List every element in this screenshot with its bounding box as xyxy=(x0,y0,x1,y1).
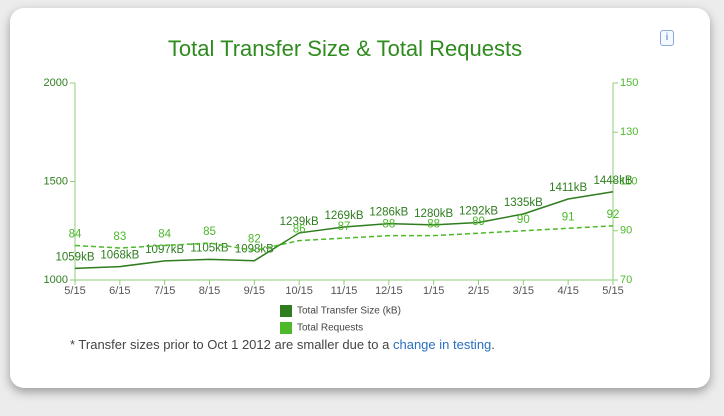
data-label: 1286kB xyxy=(369,207,408,219)
data-label: 1059kB xyxy=(55,251,94,263)
footnote: * Transfer sizes prior to Oct 1 2012 are… xyxy=(70,337,495,352)
data-label: 84 xyxy=(158,229,171,241)
data-label: 1280kB xyxy=(414,208,453,220)
data-label: 1292kB xyxy=(459,206,498,218)
footnote-link[interactable]: change in testing xyxy=(392,337,492,352)
data-label: 1239kB xyxy=(280,216,319,228)
series-line xyxy=(74,191,614,270)
data-label: 1448kB xyxy=(593,175,632,187)
legend-swatch xyxy=(280,322,292,334)
x-tick-label: 7/15 xyxy=(154,285,175,297)
data-label: 91 xyxy=(562,211,575,223)
y2-tick-label: 110 xyxy=(620,175,638,187)
x-tick-label: 12/15 xyxy=(375,285,403,297)
x-tick-label: 3/15 xyxy=(513,285,534,297)
data-label: 87 xyxy=(338,221,351,233)
card xyxy=(10,8,710,388)
info-button[interactable]: i xyxy=(660,30,674,46)
y-tick-label: 1000 xyxy=(44,274,68,286)
x-tick-label: 1/15 xyxy=(423,285,444,297)
footnote-end: . xyxy=(491,337,495,352)
y2-tick-label: 130 xyxy=(620,126,638,138)
legend-label: Total Transfer Size (kB) xyxy=(297,306,401,317)
footnote-text: * Transfer sizes prior to Oct 1 2012 are… xyxy=(70,337,393,352)
y2-tick-label: 90 xyxy=(620,225,632,237)
data-label: 1068kB xyxy=(100,250,139,262)
data-label: 88 xyxy=(382,219,395,231)
x-tick-label: 5/15 xyxy=(602,285,623,297)
data-label: 92 xyxy=(607,209,620,221)
x-tick-label: 2/15 xyxy=(468,285,489,297)
x-tick-label: 10/15 xyxy=(285,285,313,297)
y-tick-label: 2000 xyxy=(44,77,68,89)
data-label: 86 xyxy=(293,224,306,236)
data-label: 1269kB xyxy=(324,210,363,222)
data-label: 1335kB xyxy=(504,197,543,209)
data-label: 89 xyxy=(472,216,485,228)
legend-swatch xyxy=(280,305,292,317)
data-label: 90 xyxy=(517,214,530,226)
x-tick-label: 8/15 xyxy=(199,285,220,297)
data-label: 85 xyxy=(203,226,216,238)
y-tick-label: 1500 xyxy=(44,175,68,187)
x-tick-label: 5/15 xyxy=(64,285,85,297)
y2-tick-label: 150 xyxy=(620,77,638,89)
data-label: 88 xyxy=(427,219,440,231)
chart-title: Total Transfer Size & Total Requests xyxy=(168,36,522,61)
data-label: 1411kB xyxy=(549,182,587,194)
data-label: 1097kB xyxy=(145,244,184,256)
x-tick-label: 4/15 xyxy=(557,285,578,297)
x-tick-label: 6/15 xyxy=(109,285,130,297)
data-label: 82 xyxy=(248,233,261,245)
y2-tick-label: 70 xyxy=(620,274,632,286)
x-tick-label: 9/15 xyxy=(244,285,265,297)
series-line xyxy=(74,225,614,252)
x-tick-label: 11/15 xyxy=(331,285,358,297)
data-label: 84 xyxy=(69,229,82,241)
legend-label: Total Requests xyxy=(297,323,363,334)
data-label: 83 xyxy=(113,231,126,243)
